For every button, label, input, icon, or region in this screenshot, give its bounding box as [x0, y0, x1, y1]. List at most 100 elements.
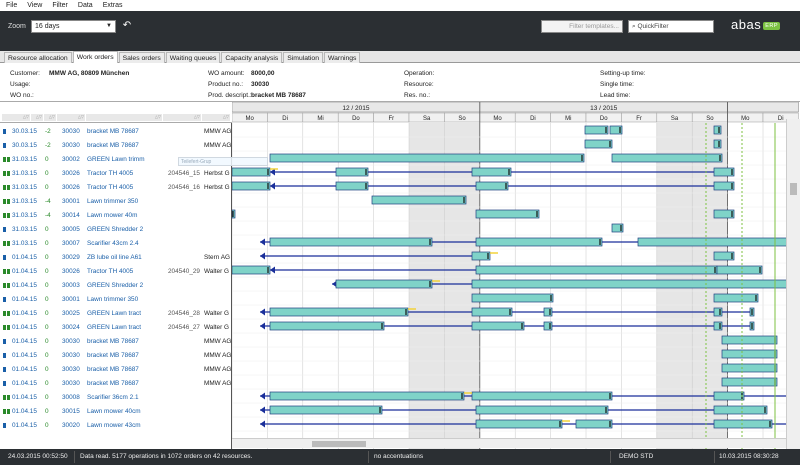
product-no-label: Product no.: [208, 81, 244, 88]
table-row[interactable]: 01.04.15 0 30030 bracket MB 78687 MMW AG [0, 363, 231, 377]
tab-resource-allocation[interactable]: Resource allocation [4, 52, 72, 63]
dependency-arrow [270, 182, 275, 190]
row-deviation: 0 [45, 156, 49, 163]
operation-bar [471, 293, 554, 303]
row-deviation: -4 [45, 198, 51, 205]
operation-bar [584, 125, 609, 135]
table-row[interactable]: 31.03.15 0 30026 Tractor TH 4005 204546_15 He… [0, 167, 231, 181]
row-product-no: 30026 [62, 184, 80, 191]
row-deviation: 0 [45, 366, 49, 373]
column-header-sort[interactable]: △▽ [2, 114, 30, 121]
operation-bar [471, 321, 525, 331]
row-customer: Walter G [204, 268, 229, 275]
row-deviation: -2 [45, 142, 51, 149]
column-header-sort[interactable]: △▽ [86, 114, 162, 121]
tab-work-orders[interactable]: Work orders [72, 51, 118, 63]
table-row[interactable]: 31.03.15 0 30026 Tractor TH 4005 204546_16 He… [0, 181, 231, 195]
table-row[interactable]: 01.04.15 0 30008 Scarifier 36cm 2.1 [0, 391, 231, 405]
row-product-no: 30003 [62, 282, 80, 289]
operation-bar [611, 223, 624, 233]
status-message: Data read. 5177 operations in 1072 order… [80, 453, 253, 460]
operation-bar [713, 419, 773, 429]
quickfilter-input[interactable]: ⌕ QuickFilter [628, 20, 714, 33]
table-row[interactable]: 01.04.15 0 30015 Lawn mower 40cm [0, 405, 231, 419]
operation-bar [269, 321, 385, 331]
column-header-sort[interactable]: △▽ [44, 114, 56, 121]
menu-filter[interactable]: Filter [52, 2, 68, 9]
status-marker [7, 283, 10, 288]
table-row[interactable]: 01.04.15 0 30025 GREEN Lawn tract 204546_28 W… [0, 307, 231, 321]
customer-label: Customer: [10, 70, 40, 77]
operation-bar [371, 195, 467, 205]
tab-simulation[interactable]: Simulation [283, 52, 323, 63]
tab-capacity-analysis[interactable]: Capacity analysis [221, 52, 283, 63]
row-date: 01.04.15 [12, 282, 37, 289]
operation-bar [335, 181, 369, 191]
row-date: 01.04.15 [12, 408, 37, 415]
table-row[interactable]: 01.04.15 0 30001 Lawn trimmer 350 [0, 293, 231, 307]
gantt-chart[interactable]: 12 / 2015 13 / 2015 Mo Di Mi Do Fr Sa So Mo Di Mi Do… [232, 102, 800, 449]
day-header-label: Mo [246, 116, 255, 122]
zoom-value: 16 days [35, 23, 60, 30]
status-marker [7, 199, 10, 204]
column-header-sort[interactable]: △▽ [202, 114, 230, 121]
tooltip: Teilefert-Grup [178, 157, 268, 166]
tab-waiting-queues[interactable]: Waiting queues [165, 52, 221, 63]
row-product-name: bracket MB 78687 [87, 352, 139, 359]
table-row[interactable]: 01.04.15 0 30030 bracket MB 78687 MMW AG [0, 377, 231, 391]
zoom-select[interactable]: 16 days ▼ [31, 20, 116, 33]
table-row[interactable]: 31.03.15 0 30002 GREEN Lawn trimm [0, 153, 231, 167]
table-row[interactable]: 01.04.15 0 30026 Tractor TH 4005 204540_29 Wa… [0, 265, 231, 279]
table-row[interactable]: 01.04.15 0 30030 bracket MB 78687 MMW AG [0, 335, 231, 349]
row-date: 01.04.15 [12, 254, 37, 261]
operation-bar [713, 209, 735, 219]
menu-view[interactable]: View [27, 2, 43, 9]
horizontal-scrollbar-thumb[interactable] [312, 441, 366, 447]
table-row[interactable]: 30.03.15 -2 30030 bracket MB 78687 MMW AG [0, 125, 231, 139]
table-row[interactable]: 31.03.15 0 30007 Scarifier 43cm 2.4 [0, 237, 231, 251]
status-marker [7, 311, 10, 316]
table-row[interactable]: 01.04.15 0 30029 ZB lube oil line A61 Stern … [0, 251, 231, 265]
row-product-no: 30001 [62, 198, 80, 205]
table-row[interactable]: 01.04.15 0 30020 Lawn mower 43cm [0, 419, 231, 433]
vertical-scrollbar-thumb[interactable] [790, 183, 797, 195]
table-row[interactable]: 01.04.15 0 30003 GREEN Shredder 2 [0, 279, 231, 293]
row-product-name: Scarifier 36cm 2.1 [87, 394, 139, 401]
tab-warnings[interactable]: Warnings [323, 52, 361, 63]
operation-bar [713, 181, 735, 191]
status-marker [3, 325, 6, 330]
dependency-arrow [260, 406, 265, 414]
horizontal-scrollbar[interactable] [232, 438, 786, 448]
row-deviation: -4 [45, 212, 51, 219]
tab-sales-orders[interactable]: Sales orders [118, 52, 165, 63]
row-product-name: GREEN Shredder 2 [87, 226, 144, 233]
menu-data[interactable]: Data [77, 2, 93, 9]
column-header-sort[interactable]: △▽ [163, 114, 201, 121]
menu-extras[interactable]: Extras [102, 2, 123, 9]
row-product-name: bracket MB 78687 [87, 142, 139, 149]
table-row[interactable]: 01.04.15 0 30024 GREEN Lawn tract 204546_27 W… [0, 321, 231, 335]
row-product-no: 30030 [62, 142, 80, 149]
row-date: 01.04.15 [12, 338, 37, 345]
table-row[interactable]: 31.03.15 -4 30001 Lawn trimmer 350 [0, 195, 231, 209]
column-header-sort[interactable]: △▽ [31, 114, 43, 121]
table-row[interactable]: 01.04.15 0 30030 bracket MB 78687 MMW AG [0, 349, 231, 363]
table-row[interactable]: 31.03.15 -4 30014 Lawn mower 40m [0, 209, 231, 223]
table-row[interactable]: 31.03.15 0 30005 GREEN Shredder 2 [0, 223, 231, 237]
menu-file[interactable]: File [6, 2, 18, 9]
undo-icon[interactable]: ↶ [122, 20, 132, 31]
column-header-sort[interactable]: △▽ [57, 114, 85, 121]
operation-bar [269, 153, 585, 163]
operation-bar [584, 139, 613, 149]
filter-templates-input[interactable]: Filter templates... [541, 20, 623, 33]
row-deviation: 0 [45, 226, 49, 233]
lead-time-label: Lead time: [600, 92, 631, 99]
zoom-label: Zoom [8, 23, 26, 30]
table-row[interactable]: 30.03.15 -2 30030 bracket MB 78687 MMW AG [0, 139, 231, 153]
operation-bar [713, 321, 723, 331]
operation-bar [475, 209, 540, 219]
dependency-arrow [260, 392, 265, 400]
vertical-scrollbar[interactable] [786, 119, 800, 449]
row-deviation: 0 [45, 170, 49, 177]
operation-bar [471, 391, 613, 401]
